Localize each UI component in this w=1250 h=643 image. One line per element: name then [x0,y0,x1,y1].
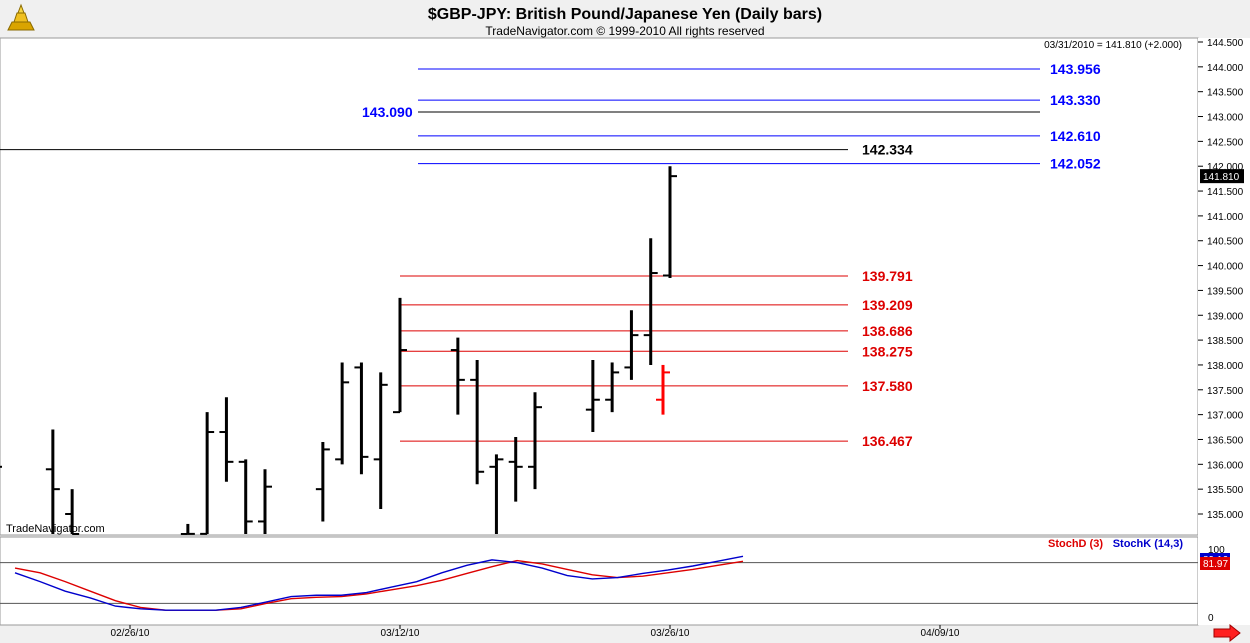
ohlc-bar [200,412,215,535]
current-price-label: 141.810 [1203,172,1240,183]
ohlc-bar [354,362,369,475]
y-tick-label: 141.500 [1207,187,1244,198]
ohlc-bar [335,362,350,465]
support-label: 138.686 [862,323,913,339]
y-tick-label: 141.000 [1207,212,1244,223]
stochd-value-label: 81.97 [1203,559,1228,570]
y-tick-label: 138.500 [1207,336,1244,347]
ohlc-bar [373,372,388,510]
ohlc-bar [0,465,2,468]
y-tick-label: 135.000 [1207,510,1244,521]
ohlc-bar [180,523,195,535]
stoch-y-tick-label: 100 [1208,545,1225,556]
chart-title: $GBP-JPY: British Pound/Japanese Yen (Da… [428,6,822,23]
ohlc-bar [45,429,60,534]
ohlc-bar [219,397,234,482]
y-tick-label: 140.000 [1207,262,1244,273]
support-label: 137.580 [862,378,913,394]
resistance-label: 142.052 [1050,156,1101,172]
ohlc-bar [643,238,658,365]
ohlc-bar [605,362,620,413]
y-tick-label: 143.000 [1207,113,1244,124]
stochk-line [14,555,744,611]
x-tick-label: 03/26/10 [651,628,690,639]
y-tick-label: 143.500 [1207,88,1244,99]
resistance-label: 143.330 [1050,92,1101,108]
tradenavigator-logo-icon [7,3,35,31]
ohlc-bar [470,359,485,485]
watermark-text: TradeNavigator.com [6,523,105,535]
ohlc-bar [663,166,677,278]
stochd-value-badge [1200,557,1230,570]
ohlc-bar [238,459,253,534]
resistance-label: 142.610 [1050,128,1101,144]
current-price-badge [1200,169,1244,184]
support-label: 136.467 [862,433,913,449]
y-tick-label: 142.500 [1207,137,1244,148]
support-label: 139.791 [862,268,913,284]
y-tick-label: 137.000 [1207,411,1244,422]
ohlc-bar [258,469,272,534]
x-tick-label: 04/09/10 [921,628,960,639]
scroll-right-arrow-icon[interactable] [1213,623,1241,643]
copyright-text: TradeNavigator.com © 1999-2010 All right… [485,24,764,38]
resistance-label: 143.956 [1050,61,1101,77]
ohlc-bar [65,489,80,535]
support-label: 139.209 [862,297,913,313]
price-panel [0,37,1199,536]
x-tick-label: 02/26/10 [111,628,150,639]
last-quote-text: 03/31/2010 = 141.810 (+2.000) [1044,40,1182,51]
ohlc-bar [585,359,600,433]
current-bar [656,364,670,415]
stoch-panel [0,536,1199,626]
y-tick-label: 138.000 [1207,361,1244,372]
ohlc-bar [489,454,504,534]
x-tick-label: 03/12/10 [381,628,420,639]
stoch-y-tick-label: 0 [1208,613,1214,624]
legend-stochk: StochK (14,3) [1113,538,1184,550]
level-label: 142.334 [862,142,913,158]
y-tick-label: 140.500 [1207,237,1244,248]
price-axis [1198,38,1250,625]
y-tick-label: 136.000 [1207,460,1244,471]
legend-stochd: StochD (3) [1048,538,1103,550]
resistance-label: 143.090 [362,104,413,120]
y-tick-label: 139.500 [1207,286,1244,297]
ohlc-bar [508,436,523,502]
ohlc-bar [393,297,407,414]
y-tick-label: 137.500 [1207,386,1244,397]
y-tick-label: 142.000 [1207,162,1244,173]
y-tick-label: 144.500 [1207,38,1244,49]
support-label: 138.275 [862,343,913,359]
ohlc-bar [528,392,542,490]
y-tick-label: 139.000 [1207,311,1244,322]
ohlc-bar [315,441,330,522]
ohlc-bar [624,310,639,380]
ohlc-bar [450,337,465,415]
y-tick-label: 135.500 [1207,485,1244,496]
y-tick-label: 136.500 [1207,435,1244,446]
y-tick-label: 144.000 [1207,63,1244,74]
